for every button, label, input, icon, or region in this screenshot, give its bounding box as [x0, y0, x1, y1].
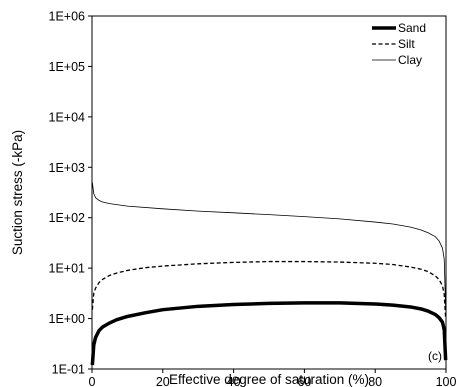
plot-frame [91, 15, 447, 370]
chart-legend: Sand Silt Clay [372, 21, 426, 67]
y-axis-title: Suction stress (-kPa) [10, 130, 25, 255]
series-line-silt [91, 260, 447, 319]
y-tick-label: 1E+01 [49, 262, 86, 276]
x-tick-label: 60 [297, 375, 311, 387]
y-tick-label: 1E+03 [49, 161, 86, 175]
series-line-sand [90, 301, 448, 366]
x-tick-label: 40 [227, 375, 241, 387]
y-tick-label: 1E+00 [49, 312, 86, 326]
series-line-clay [91, 182, 447, 310]
y-axis-ticks: 1E-01 1E+00 1E+01 1E+02 1E+03 1E+04 1E+05 1E+06 [49, 10, 92, 377]
x-tick-label: 20 [156, 375, 170, 387]
y-tick-label: 1E+02 [49, 211, 86, 225]
plot-area-group: 0 20 40 60 80 100 1E-011E+001E+011E+021E+031E… [49, 10, 457, 387]
legend-label-clay: Clay [398, 53, 422, 67]
legend-label-sand: Sand [398, 21, 426, 35]
x-tick-label: 0 [89, 375, 96, 387]
panel-label: (c) [428, 349, 442, 363]
y-tick-label: 1E+06 [49, 10, 86, 24]
x-tick-label: 100 [436, 375, 457, 387]
x-axis-title: Effective degree of saturation (%) [169, 372, 369, 387]
x-axis-ticks: 0 20 40 60 80 100 [89, 369, 457, 387]
y-tick-label: 1E-01 [52, 363, 85, 377]
x-tick-label: 80 [368, 375, 382, 387]
legend-label-silt: Silt [398, 37, 415, 51]
y-tick-label: 1E+04 [49, 110, 86, 124]
y-tick-label: 1E+05 [49, 60, 86, 74]
series-layer [90, 182, 448, 366]
